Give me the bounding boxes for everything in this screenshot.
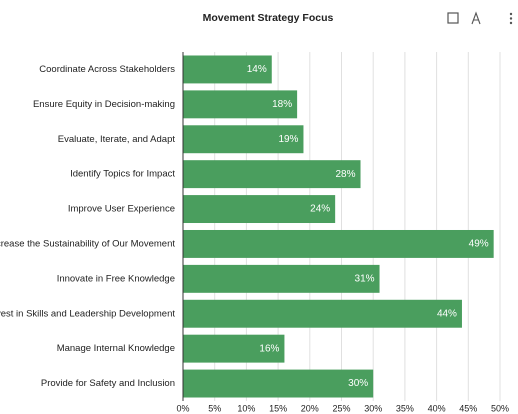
x-tick-label: 25% bbox=[332, 403, 350, 413]
bar bbox=[183, 195, 336, 224]
bar bbox=[183, 334, 285, 363]
x-tick-label: 40% bbox=[428, 403, 446, 413]
x-tick-label: 35% bbox=[396, 403, 414, 413]
bar bbox=[183, 160, 361, 189]
data-label: 44% bbox=[437, 308, 457, 319]
data-label: 49% bbox=[469, 239, 489, 250]
chart-icon[interactable] bbox=[447, 12, 459, 24]
data-label: 16% bbox=[259, 343, 279, 354]
y-tick-label: Identify Topics for Impact bbox=[70, 169, 175, 180]
bar bbox=[183, 90, 298, 119]
y-tick-label: Increase the Sustainability of Our Movem… bbox=[0, 238, 175, 249]
data-label: 30% bbox=[348, 378, 368, 389]
y-tick-label: Innovate in Free Knowledge bbox=[57, 273, 175, 284]
y-tick-label: Evaluate, Iterate, and Adapt bbox=[58, 134, 176, 145]
data-label: 28% bbox=[336, 169, 356, 180]
data-label: 31% bbox=[355, 273, 375, 284]
y-tick-label: Manage Internal Knowledge bbox=[57, 343, 175, 354]
bar bbox=[183, 299, 462, 328]
menu-dot[interactable] bbox=[509, 21, 513, 25]
x-tick-label: 50% bbox=[491, 403, 509, 413]
x-tick-label: 20% bbox=[301, 403, 319, 413]
data-label: 24% bbox=[310, 204, 330, 215]
y-tick-label: Provide for Safety and Inclusion bbox=[41, 378, 175, 389]
y-tick-label: Coordinate Across Stakeholders bbox=[39, 64, 175, 75]
bar bbox=[183, 55, 272, 84]
data-label: 19% bbox=[278, 134, 298, 145]
bar bbox=[183, 264, 380, 293]
x-tick-label: 30% bbox=[364, 403, 382, 413]
y-tick-label: Invest in Skills and Leadership Developm… bbox=[0, 308, 175, 319]
x-tick-label: 45% bbox=[459, 403, 477, 413]
sort-icon[interactable] bbox=[471, 11, 481, 25]
x-tick-label: 5% bbox=[208, 403, 221, 413]
x-tick-label: 0% bbox=[176, 403, 189, 413]
chart-title: Movement Strategy Focus bbox=[203, 12, 334, 24]
bar bbox=[183, 125, 304, 154]
y-tick-label: Ensure Equity in Decision-making bbox=[33, 99, 175, 110]
toolbar-icons[interactable] bbox=[447, 11, 513, 25]
y-tick-label: Improve User Experience bbox=[68, 204, 175, 215]
menu-dot[interactable] bbox=[509, 17, 513, 20]
menu-dot[interactable] bbox=[509, 12, 513, 16]
data-label: 14% bbox=[247, 64, 267, 75]
bar bbox=[183, 229, 494, 258]
x-tick-label: 10% bbox=[237, 403, 255, 413]
x-tick-label: 15% bbox=[269, 403, 287, 413]
data-label: 18% bbox=[272, 99, 292, 110]
bar bbox=[183, 369, 374, 398]
